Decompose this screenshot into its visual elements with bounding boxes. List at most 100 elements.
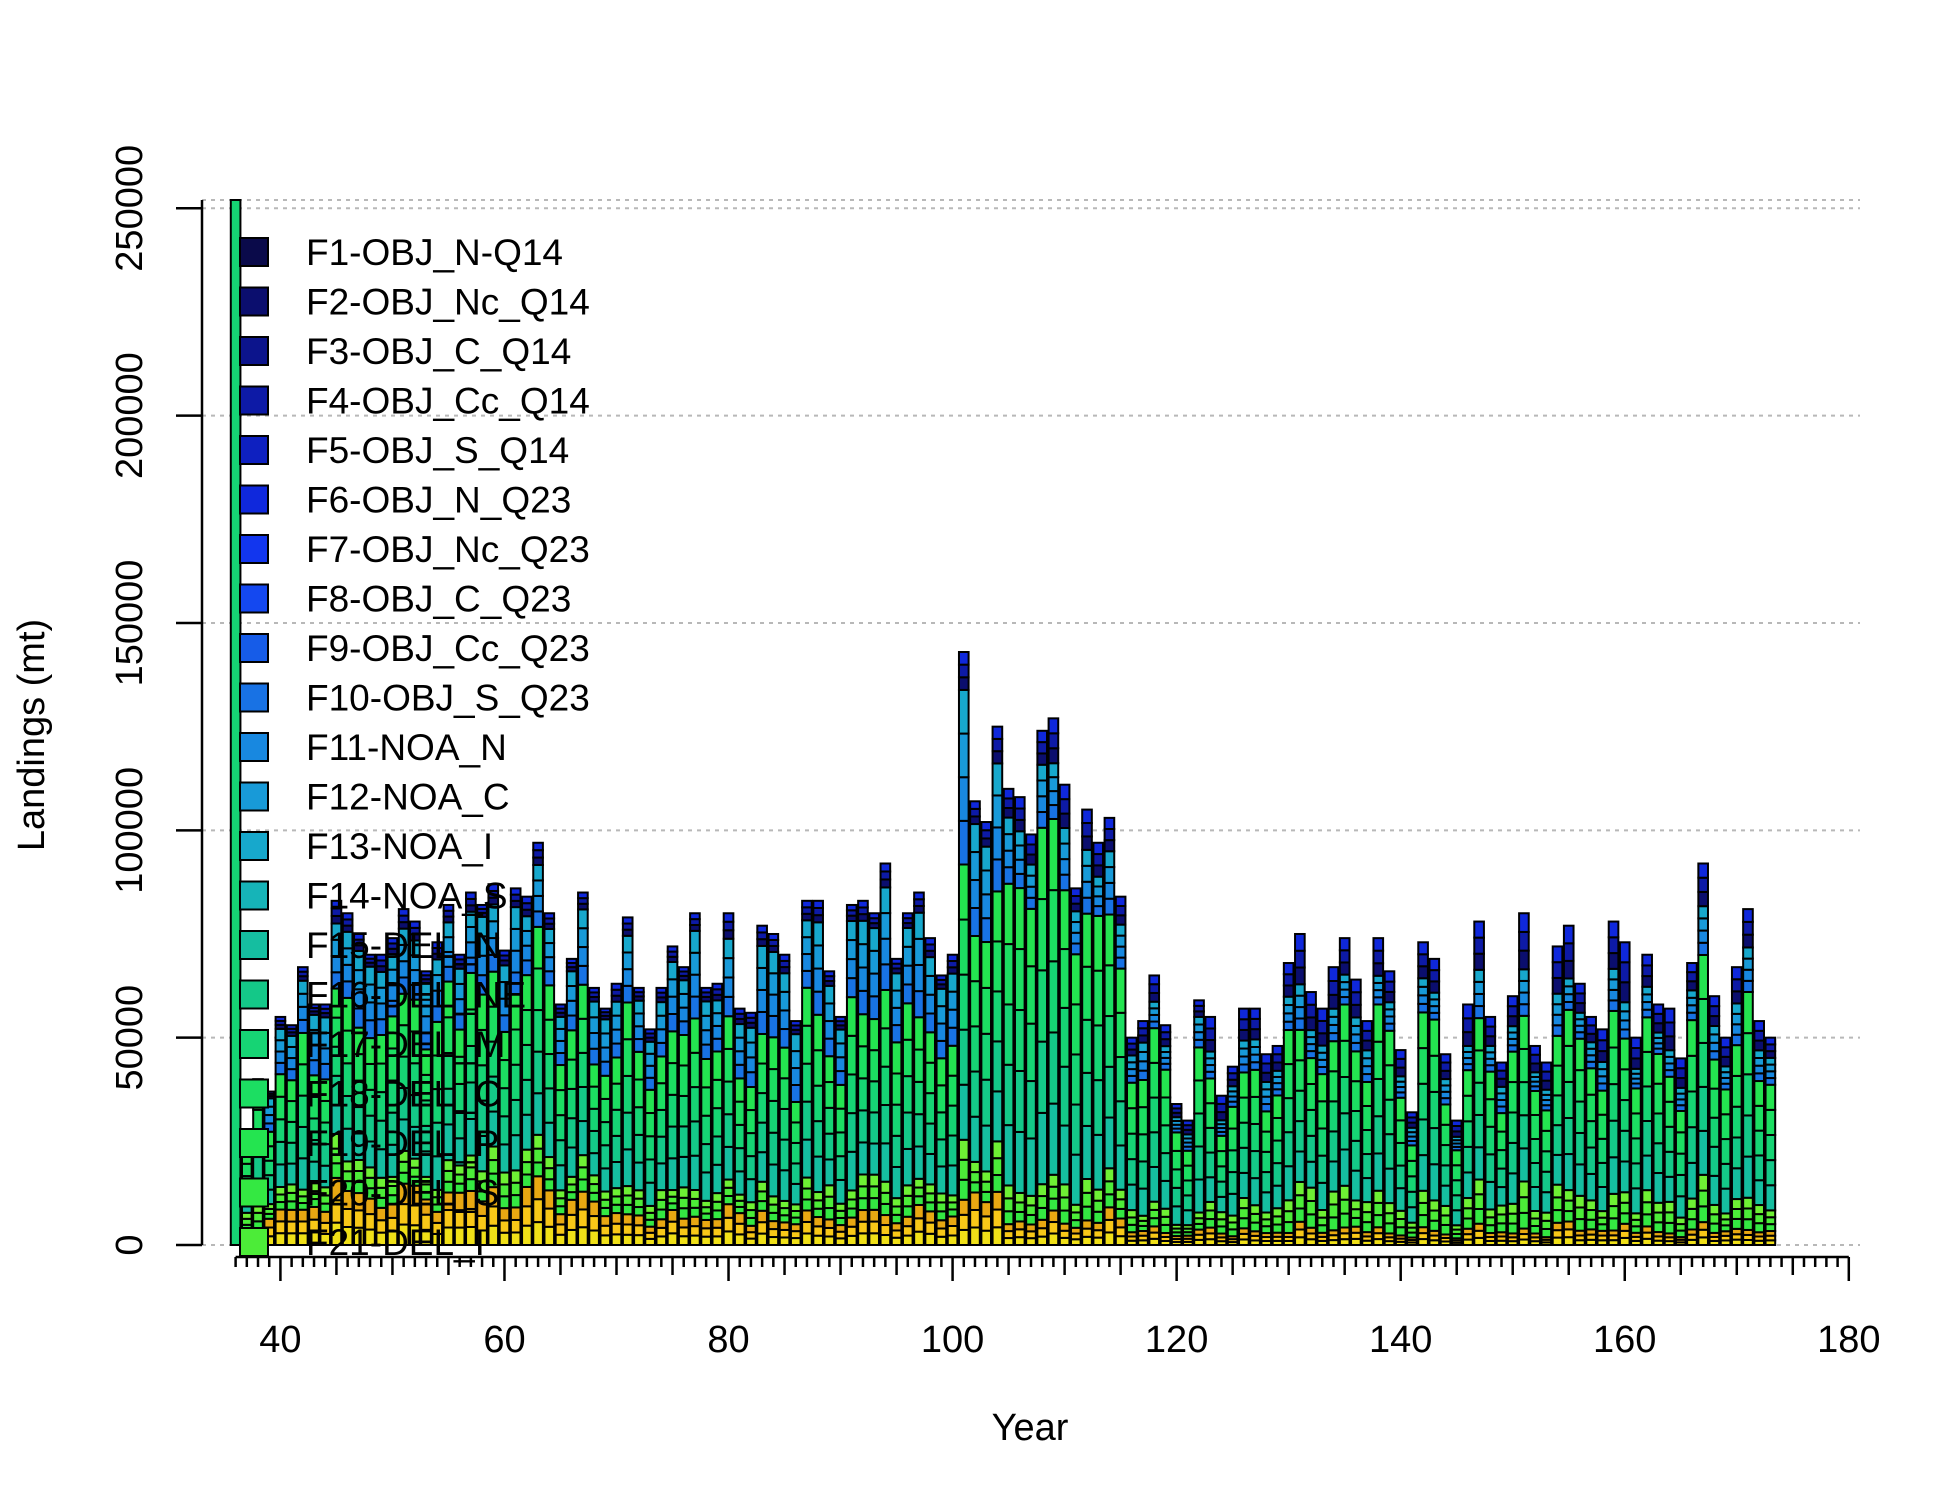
bar-segment [890,989,903,1009]
bar-segment [543,1156,556,1170]
bar-segment [1249,1150,1261,1180]
bar-segment [655,1001,668,1017]
bar-segment [901,983,914,1005]
bar-segment [1394,1119,1407,1144]
bar-segment [1069,1003,1082,1056]
bar-segment [1742,933,1754,949]
bar-segment [1439,1223,1452,1236]
bar-segment [890,1236,903,1246]
bar-segment [1462,1017,1474,1034]
bar-year [375,953,388,1246]
bar-segment [1316,1073,1329,1103]
bar-segment [1103,1231,1116,1246]
bar-segment [1417,1189,1429,1204]
bar-segment [588,1129,600,1155]
bar-segment [1686,1011,1698,1022]
bar-segment [1260,1062,1273,1074]
bar-segment [767,1228,780,1239]
bar-segment [1182,1194,1194,1212]
bar-segment [599,1018,612,1035]
bar-segment [1484,1216,1497,1227]
legend-label: F13-NOA_I [306,826,493,867]
bar-segment [1114,1100,1127,1147]
bar-segment [1742,1207,1754,1221]
bar-segment [532,1147,544,1164]
bar-year [1372,937,1385,1247]
bar-segment [644,1112,656,1138]
bar-segment [913,1203,925,1220]
bar-year [610,982,623,1246]
bar-segment [1215,1134,1228,1153]
bar-segment [1686,1004,1698,1014]
bar-segment [1574,982,1586,995]
bar-segment [1092,1188,1105,1202]
bar-segment [1372,981,1385,992]
bar-segment [633,1234,645,1247]
bar-segment [1058,1236,1071,1247]
bar-segment [1226,1214,1239,1224]
bar-segment [1069,1203,1082,1214]
legend-label: F8-OBJ_C_Q23 [306,579,571,620]
bar-segment [756,1209,768,1224]
legend-swatch [239,831,269,861]
bar-segment [577,908,589,930]
bar-segment [1417,1002,1429,1014]
bar-segment [756,1032,768,1065]
bar-segment [913,1080,925,1116]
bar-segment [1294,949,1306,969]
bar-year [1697,862,1709,1246]
bar-segment [644,1052,656,1067]
bar-segment [1092,1210,1105,1224]
legend-swatch [239,534,269,564]
bar-segment [1002,807,1015,819]
bar-segment [857,1109,869,1144]
bar-segment [1260,1103,1273,1113]
bar-segment [554,1233,567,1247]
bar-segment [1013,948,1026,1012]
bar-segment [498,1115,511,1146]
bar-segment [689,1206,701,1218]
bar-year [532,841,544,1247]
bar-segment [879,886,892,915]
bar-year [1506,995,1519,1247]
bar-segment [1013,1201,1026,1213]
bar-segment [1361,1039,1373,1052]
bar-segment [1058,1065,1071,1127]
bar-segment [1215,1180,1228,1198]
bar-segment [1607,1046,1620,1086]
bar-segment [1730,990,1743,1005]
bar-segment [577,1154,589,1169]
bar-segment [745,1216,757,1227]
bar-segment [677,1207,690,1220]
bar-segment [1439,1053,1452,1064]
bar-segment [1372,996,1385,1006]
bar-segment [621,1001,634,1041]
bar-segment [1327,1203,1340,1219]
bar-segment [1439,1204,1452,1217]
bar-segment [756,1221,768,1235]
bar-segment [778,953,791,962]
bar-segment [1753,1104,1765,1132]
bar-segment [1350,991,1362,1006]
bar-segment [1529,1137,1541,1164]
bar-segment [801,1209,813,1223]
bar-segment [1551,1196,1564,1212]
bar-segment [1294,1194,1306,1210]
bar-segment [1069,921,1082,934]
bar-segment [655,1189,668,1201]
bar-segment [890,1197,903,1208]
bar-segment [1417,941,1429,956]
bar-segment [1226,1228,1239,1238]
bar-segment [767,1068,780,1102]
bar-segment [1641,1050,1653,1088]
bar-segment [1372,1003,1385,1043]
bar-segment [666,1030,679,1065]
bar-segment [767,1131,780,1166]
bar-segment [666,1093,679,1128]
bar-segment [1764,1056,1777,1066]
bar-segment [285,1100,298,1123]
bar-year [778,953,791,1247]
legend-label: F21-DEL_I [306,1222,485,1263]
bar-segment [1338,1112,1351,1151]
bar-year [1361,1020,1373,1247]
